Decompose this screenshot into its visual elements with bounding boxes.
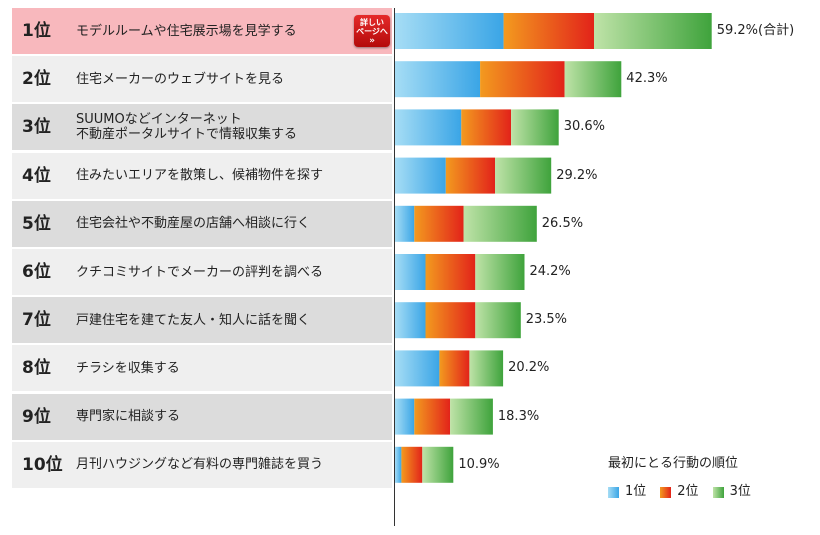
bar-segment-9-rank1: [395, 398, 415, 435]
category-row-10: 10位 月刊ハウジングなど有料の専門雑誌を買う: [12, 441, 392, 488]
total-label: 20.2%: [508, 360, 550, 376]
bar-segment-2-rank2: [480, 61, 565, 98]
bar-segment-4-rank1: [395, 157, 446, 194]
bar-segment-7-rank1: [395, 302, 426, 339]
category-label: クチコミサイトでメーカーの評判を調べる: [76, 264, 324, 280]
rank-label: 10位: [22, 454, 63, 475]
bar-segment-8-rank3: [469, 350, 504, 387]
bar-segment-4-rank3: [495, 157, 552, 194]
bar-segment-5-rank2: [414, 205, 464, 242]
total-label: 24.2%: [529, 264, 571, 279]
category-row-7: 7位 戸建住宅を建てた友人・知人に話を聞く: [12, 297, 392, 344]
total-label: 59.2%(合計): [716, 23, 795, 38]
category-row-6: 6位 クチコミサイトでメーカーの評判を調べる: [12, 249, 392, 295]
rank-label: 8位: [22, 358, 51, 379]
details-page-button[interactable]: 詳しい ページへ»: [354, 15, 390, 47]
bar-segment-1-rank1: [395, 13, 504, 49]
total-label: 29.2%: [556, 167, 598, 183]
bar-segment-3-rank3: [511, 109, 559, 146]
bar-segment-4-rank2: [445, 157, 495, 194]
bar-segment-2-rank3: [564, 61, 622, 98]
bar-segment-8-rank1: [395, 350, 440, 387]
category-row-3: 3位 SUUMOなどインターネット 不動産ポータルサイトで情報収集する: [12, 104, 392, 151]
total-label: 18.3%: [497, 408, 540, 424]
total-label: 30.6%: [563, 119, 606, 135]
badge-line1: 詳しい: [360, 18, 384, 27]
category-row-9: 9位 専門家に相談する: [12, 393, 392, 440]
axis-line: [394, 8, 395, 526]
badge-line2: ページへ: [356, 27, 388, 36]
bar-segment-6-rank3: [475, 254, 525, 290]
legend: 最初にとる行動の順位 1位 2位 3位: [608, 456, 751, 500]
bar-segment-3-rank1: [395, 109, 462, 146]
category-label: 月刊ハウジングなど有料の専門雑誌を買う: [76, 457, 324, 473]
rank-label: 3位: [22, 117, 51, 138]
bar-segment-2-rank1: [395, 61, 481, 98]
bar-segment-5-rank1: [395, 205, 415, 242]
bar-segment-5-rank3: [463, 205, 537, 242]
rank-label: 7位: [22, 310, 51, 331]
legend-swatch-rank2: [660, 486, 672, 498]
legend-swatch-rank1: [608, 486, 619, 498]
legend-label-rank1: 1位: [625, 484, 647, 499]
legend-title: 最初にとる行動の順位: [608, 456, 739, 471]
category-label: モデルルームや住宅展示場を見学する: [76, 23, 297, 39]
total-label: 42.3%: [626, 71, 668, 87]
bar-segment-7-rank2: [425, 302, 476, 339]
bar-segment-10-rank1: [395, 446, 402, 483]
total-label: 23.5%: [525, 312, 568, 328]
bar-segment-8-rank2: [439, 350, 470, 387]
category-label: 専門家に相談する: [76, 409, 181, 425]
category-label: チラシを収集する: [76, 360, 180, 376]
double-chevron-right-icon: »: [369, 36, 375, 46]
legend-label-rank2: 2位: [677, 484, 699, 499]
rank-label: 9位: [22, 406, 51, 427]
bar-segment-3-rank2: [461, 109, 512, 146]
legend-item-rank2: 2位: [660, 484, 699, 500]
bar-segment-6-rank1: [395, 254, 426, 290]
rank-label: 1位: [22, 21, 51, 41]
category-label: 住みたいエリアを散策し、候補物件を探す: [76, 168, 324, 184]
rank-label: 2位: [22, 69, 51, 90]
category-label: 住宅メーカーのウェブサイトを見る: [76, 71, 285, 87]
legend-item-rank1: 1位: [608, 484, 646, 500]
rank-label: 4位: [22, 165, 51, 186]
legend-item-rank3: 3位: [712, 484, 751, 500]
bar-segment-10-rank2: [401, 446, 423, 483]
category-label: SUUMOなどインターネット 不動産ポータルサイトで情報収集する: [76, 112, 298, 143]
rank-label: 5位: [22, 213, 51, 234]
rank-label: 6位: [22, 262, 51, 282]
category-label: 住宅会社や不動産屋の店舗へ相談に行く: [76, 216, 311, 232]
category-row-1[interactable]: 1位 モデルルームや住宅展示場を見学する 詳しい ページへ»: [12, 8, 392, 54]
bar-segment-9-rank3: [450, 398, 493, 435]
category-label: 戸建住宅を建てた友人・知人に話を聞く: [76, 312, 311, 328]
category-row-8: 8位 チラシを収集する: [12, 345, 392, 392]
bar-segment-6-rank2: [425, 254, 476, 290]
bar-segment-1-rank3: [594, 13, 712, 49]
category-row-4: 4位 住みたいエリアを散策し、候補物件を探す: [12, 152, 392, 199]
legend-label-rank3: 3位: [729, 484, 751, 499]
bar-segment-7-rank3: [475, 302, 521, 339]
total-label: 26.5%: [541, 215, 584, 231]
bar-segment-9-rank2: [414, 398, 451, 435]
bar-segment-1-rank2: [503, 13, 594, 49]
legend-items: 1位 2位 3位: [608, 484, 751, 500]
legend-swatch-rank3: [712, 486, 724, 498]
category-row-2: 2位 住宅メーカーのウェブサイトを見る: [12, 56, 392, 103]
category-row-5: 5位 住宅会社や不動産屋の店舗へ相談に行く: [12, 200, 392, 247]
bar-segment-10-rank3: [422, 446, 454, 483]
total-label: 10.9%: [458, 456, 500, 472]
